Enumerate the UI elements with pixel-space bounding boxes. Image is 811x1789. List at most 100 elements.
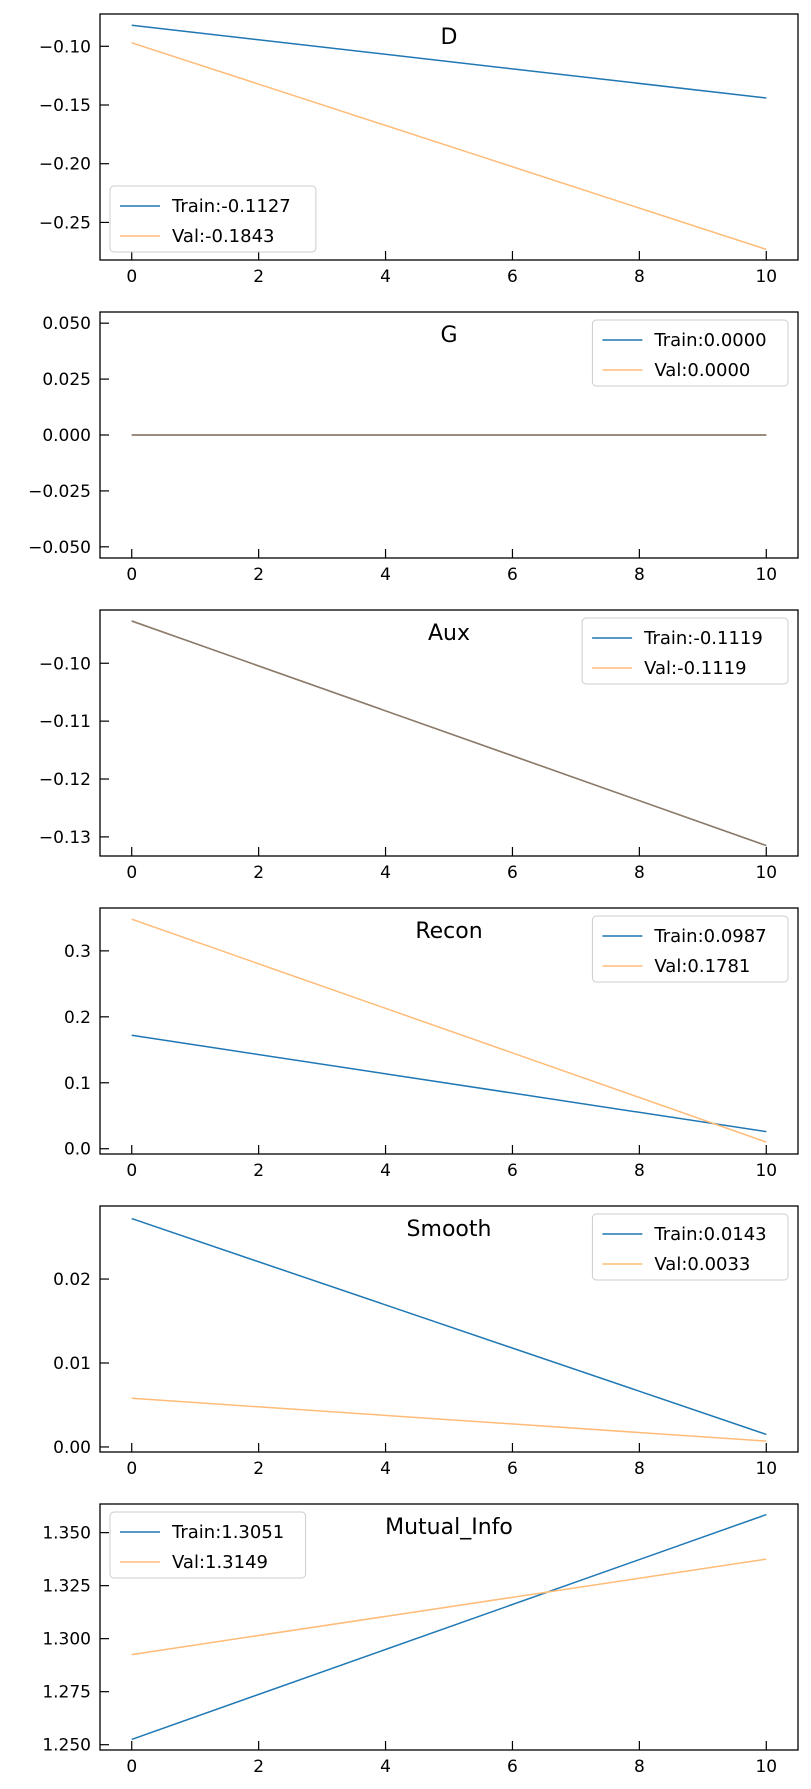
legend-label-val: Val:0.0033 (654, 1254, 750, 1275)
y-tick-label: −0.10 (39, 654, 91, 674)
series-line-train (131, 24, 767, 99)
y-tick-label: 0.050 (42, 314, 91, 334)
x-tick-label: 2 (253, 1459, 264, 1479)
panel-title: Mutual_Info (385, 1515, 513, 1540)
plot-frame (99, 907, 799, 1155)
x-tick-label: 8 (634, 863, 645, 883)
y-tick-label: −0.15 (39, 96, 91, 116)
x-tick-label: 2 (253, 863, 264, 883)
series-line-val (131, 620, 767, 847)
y-tick-label: 0.0 (64, 1140, 91, 1160)
y-tick-label: −0.13 (39, 828, 91, 848)
y-tick-label: 1.275 (42, 1683, 91, 1703)
plot-frame (99, 609, 799, 857)
x-tick-label: 10 (755, 565, 777, 585)
x-tick-label: 0 (126, 1161, 137, 1181)
legend: Train:0.0143 Val:0.0033 (591, 1213, 789, 1281)
x-tick-label: 4 (380, 1161, 391, 1181)
panel-5: 0 2 4 6 8 10 1.250 1.275 1.300 1.325 1.350 Mutual_I… (42, 1503, 799, 1777)
legend-label-train: Train:-0.1119 (643, 628, 763, 649)
plot-frame (99, 1503, 799, 1751)
panel-title: Smooth (407, 1217, 492, 1242)
x-tick-label: 4 (380, 1459, 391, 1479)
legend-box (581, 617, 789, 685)
x-tick-label: 10 (755, 863, 777, 883)
legend: Train:-0.1127 Val:-0.1843 (109, 185, 317, 253)
x-tick-label: 10 (755, 1757, 777, 1777)
y-tick-label: −0.10 (39, 37, 91, 57)
series-line-val (131, 42, 767, 251)
plot-frame (99, 13, 799, 261)
x-tick-label: 10 (755, 267, 777, 287)
x-tick-label: 0 (126, 1757, 137, 1777)
x-tick-label: 6 (507, 863, 518, 883)
legend-box (109, 185, 317, 253)
x-tick-label: 8 (634, 1459, 645, 1479)
x-tick-label: 4 (380, 267, 391, 287)
x-tick-label: 10 (755, 1459, 777, 1479)
series-line-train (131, 1513, 767, 1741)
y-tick-label: 0.000 (42, 426, 91, 446)
panel-title: Aux (428, 621, 470, 646)
y-tick-label: 0.1 (64, 1074, 91, 1094)
x-tick-label: 0 (126, 565, 137, 585)
series-line-val (131, 918, 767, 1143)
x-tick-label: 8 (634, 565, 645, 585)
y-tick-label: 0.3 (64, 942, 91, 962)
x-tick-label: 0 (126, 863, 137, 883)
legend-label-train: Train:0.0143 (653, 1224, 766, 1245)
series-line-val (131, 1397, 767, 1442)
x-tick-label: 6 (507, 1757, 518, 1777)
x-tick-label: 0 (126, 1459, 137, 1479)
y-tick-label: 0.02 (53, 1270, 91, 1290)
x-tick-label: 4 (380, 565, 391, 585)
y-tick-label: 0.00 (53, 1438, 91, 1458)
panel-4: 0 2 4 6 8 10 0.00 0.01 0.02 Smooth Train:0.0143 Val… (53, 1205, 799, 1479)
x-tick-label: 2 (253, 565, 264, 585)
panel-1: 0 2 4 6 8 10 0.050 0.025 0.000 −0.025 −0.050 G Train… (28, 311, 799, 585)
y-tick-label: −0.25 (39, 213, 91, 233)
series-line-train (131, 1217, 767, 1436)
y-tick-label: 0.025 (42, 370, 91, 390)
legend: Train:-0.1119 Val:-0.1119 (581, 617, 789, 685)
x-tick-label: 2 (253, 267, 264, 287)
x-tick-label: 6 (507, 267, 518, 287)
y-tick-label: 0.01 (53, 1354, 91, 1374)
legend: Train:0.0000 Val:0.0000 (591, 319, 789, 387)
x-tick-label: 6 (507, 565, 518, 585)
plot-frame (99, 1205, 799, 1453)
legend: Train:0.0987 Val:0.1781 (591, 915, 789, 983)
y-tick-label: 1.250 (42, 1736, 91, 1756)
y-tick-label: 0.2 (64, 1008, 91, 1028)
x-tick-label: 8 (634, 267, 645, 287)
x-tick-label: 6 (507, 1161, 518, 1181)
x-tick-label: 4 (380, 1757, 391, 1777)
x-tick-label: 4 (380, 863, 391, 883)
legend-label-val: Val:-0.1119 (644, 658, 747, 679)
legend-label-val: Val:0.0000 (654, 360, 750, 381)
legend-label-val: Val:-0.1843 (172, 226, 275, 247)
y-tick-label: −0.12 (39, 770, 91, 790)
legend-label-val: Val:0.1781 (654, 956, 750, 977)
panel-0: 0 2 4 6 8 10 −0.10 −0.15 −0.20 −0.25 D Train:-0.112… (39, 13, 799, 287)
x-tick-label: 8 (634, 1161, 645, 1181)
y-tick-label: 1.325 (42, 1577, 91, 1597)
panel-title: Recon (415, 919, 482, 944)
legend-label-train: Train:0.0987 (653, 926, 766, 947)
legend: Train:1.3051 Val:1.3149 (109, 1511, 307, 1579)
y-tick-label: −0.20 (39, 155, 91, 175)
legend-label-val: Val:1.3149 (172, 1552, 268, 1573)
x-tick-label: 0 (126, 267, 137, 287)
x-tick-label: 6 (507, 1459, 518, 1479)
panel-title: G (440, 323, 457, 348)
y-tick-label: 1.300 (42, 1630, 91, 1650)
y-tick-label: −0.050 (28, 538, 91, 558)
series-line-val (131, 1558, 767, 1656)
x-tick-label: 2 (253, 1757, 264, 1777)
x-tick-label: 10 (755, 1161, 777, 1181)
legend-label-train: Train:1.3051 (171, 1522, 284, 1543)
y-tick-label: −0.11 (39, 712, 91, 732)
panel-3: 0 2 4 6 8 10 0.0 0.1 0.2 0.3 Recon Train:0.0987 Val:… (64, 907, 799, 1181)
series-line-train (131, 1034, 767, 1133)
